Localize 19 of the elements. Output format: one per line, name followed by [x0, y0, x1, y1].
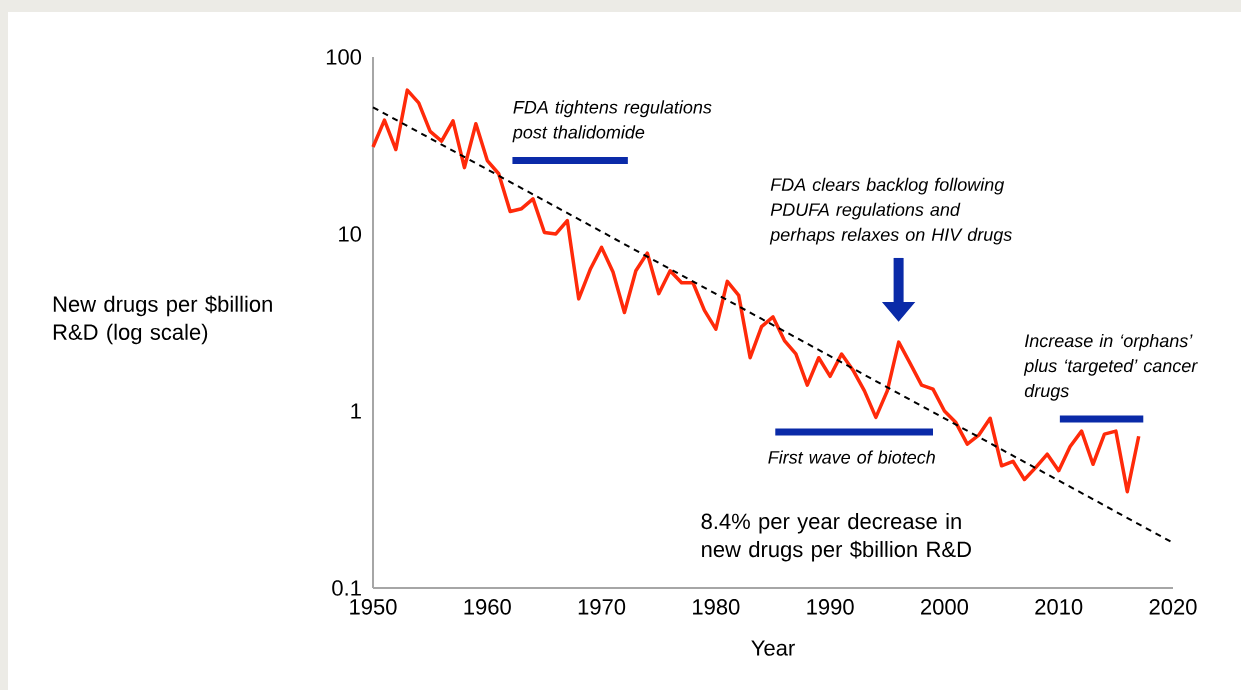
- y-tick-label: 1: [351, 403, 361, 419]
- x-tick-label: 2020: [1149, 599, 1197, 615]
- x-axis-title: Year: [751, 640, 795, 656]
- x-tick-label: 1950: [350, 599, 397, 615]
- annotation: FDA clears backlog following PDUFA regulations and perhaps relaxes on HIV drugs: [769, 177, 1012, 245]
- annotation: 8.4% per year decrease in new drugs per $billion R&D: [701, 513, 971, 562]
- x-tick-label: 1990: [807, 599, 854, 615]
- annotation: Increase in ‘orphans’ plus ‘targeted’ cancer drugs: [1023, 333, 1198, 401]
- x-tick-label: 1960: [464, 599, 511, 615]
- y-axis-title: New drugs per $billion R&D (log scale): [53, 295, 272, 345]
- x-tick-label: 2000: [921, 599, 969, 615]
- annotation: First wave of biotech: [768, 450, 935, 464]
- y-tick-label: 10: [339, 226, 362, 242]
- y-tick-label: 100: [326, 49, 362, 65]
- x-tick-label: 2010: [1035, 599, 1083, 615]
- y-tick-label: 0.1: [332, 580, 361, 596]
- x-tick-label: 1970: [578, 599, 626, 615]
- annotation: FDA tightens regulations post thalidomide: [512, 100, 712, 143]
- x-tick-label: 1980: [693, 599, 740, 615]
